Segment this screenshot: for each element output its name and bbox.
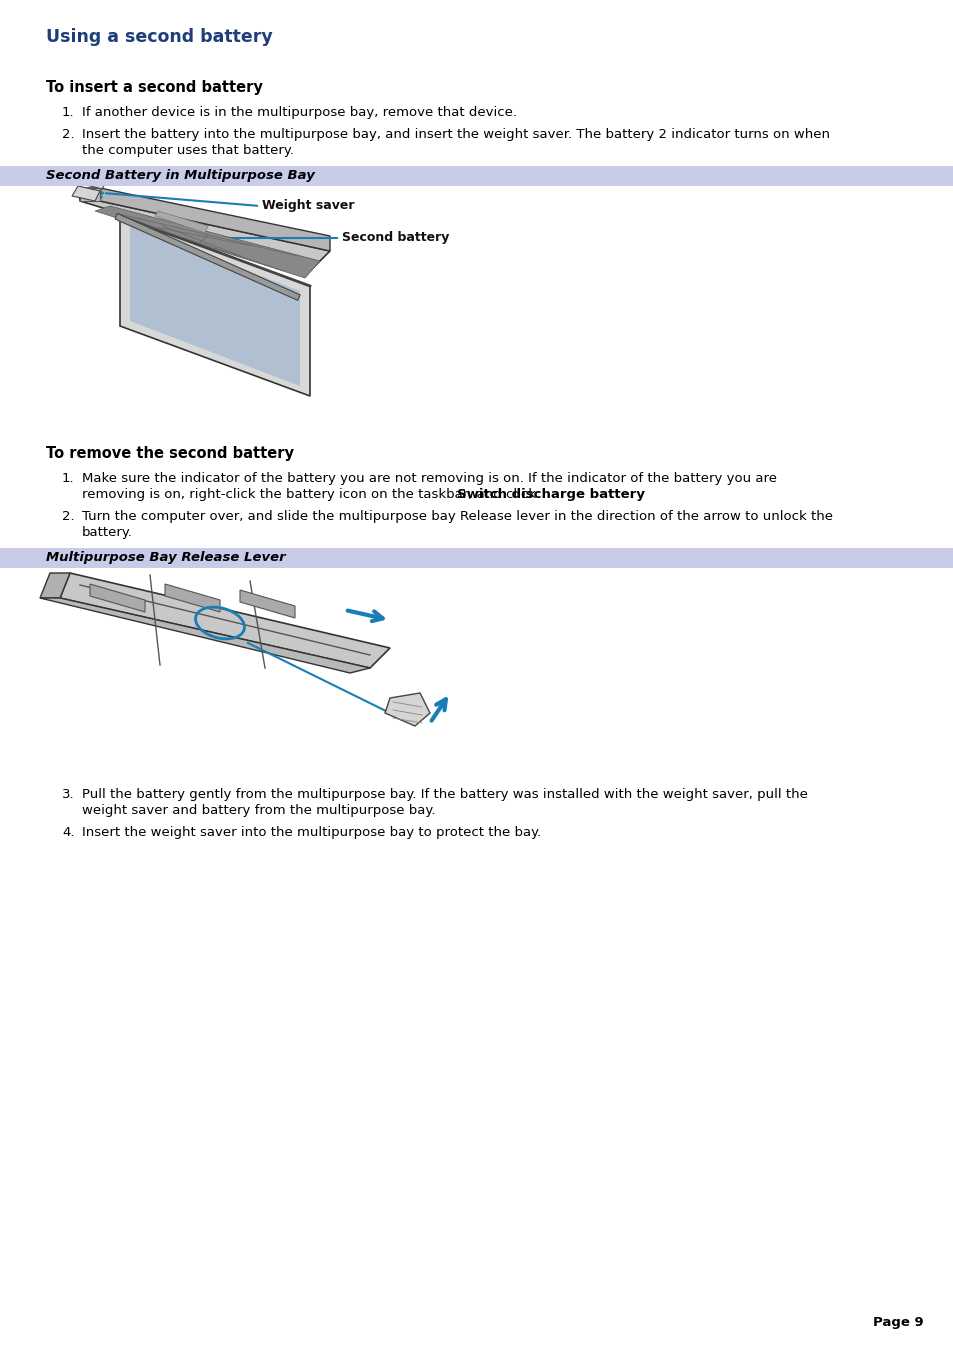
Polygon shape	[40, 598, 370, 673]
Text: Switch discharge battery: Switch discharge battery	[456, 488, 644, 501]
Text: Page 9: Page 9	[872, 1316, 923, 1329]
Text: 2.: 2.	[62, 509, 74, 523]
Text: 4.: 4.	[62, 825, 74, 839]
Polygon shape	[40, 573, 70, 598]
Text: Using a second battery: Using a second battery	[46, 28, 273, 46]
Text: battery.: battery.	[82, 526, 132, 539]
Polygon shape	[90, 584, 145, 612]
Text: Multipurpose Bay Release Lever: Multipurpose Bay Release Lever	[46, 551, 285, 565]
Text: To insert a second battery: To insert a second battery	[46, 80, 263, 95]
Text: Second Battery in Multipurpose Bay: Second Battery in Multipurpose Bay	[46, 169, 314, 182]
Text: Make sure the indicator of the battery you are not removing is on. If the indica: Make sure the indicator of the battery y…	[82, 471, 776, 485]
Text: the computer uses that battery.: the computer uses that battery.	[82, 145, 294, 157]
Polygon shape	[165, 584, 220, 612]
Text: 2.: 2.	[62, 128, 74, 141]
Text: 3.: 3.	[62, 788, 74, 801]
Text: Insert the battery into the multipurpose bay, and insert the weight saver. The b: Insert the battery into the multipurpose…	[82, 128, 829, 141]
Polygon shape	[385, 693, 430, 725]
Text: weight saver and battery from the multipurpose bay.: weight saver and battery from the multip…	[82, 804, 435, 817]
Polygon shape	[95, 205, 319, 278]
Polygon shape	[120, 216, 310, 396]
Text: If another device is in the multipurpose bay, remove that device.: If another device is in the multipurpose…	[82, 105, 517, 119]
Polygon shape	[80, 188, 100, 201]
Text: Turn the computer over, and slide the multipurpose bay Release lever in the dire: Turn the computer over, and slide the mu…	[82, 509, 832, 523]
Text: 1.: 1.	[62, 471, 74, 485]
Polygon shape	[80, 201, 330, 272]
Polygon shape	[130, 226, 299, 386]
Polygon shape	[78, 176, 107, 189]
Text: Insert the weight saver into the multipurpose bay to protect the bay.: Insert the weight saver into the multipu…	[82, 825, 540, 839]
Text: To remove the second battery: To remove the second battery	[46, 446, 294, 461]
Polygon shape	[60, 573, 390, 667]
Polygon shape	[71, 186, 100, 201]
Bar	[0, 549, 953, 567]
Bar	[115, 213, 300, 300]
Text: 1.: 1.	[62, 105, 74, 119]
Bar	[0, 166, 953, 186]
Polygon shape	[154, 211, 208, 232]
Text: removing is on, right-click the battery icon on the taskbar, and click: removing is on, right-click the battery …	[82, 488, 539, 501]
Polygon shape	[240, 590, 294, 617]
Text: Weight saver: Weight saver	[262, 200, 355, 212]
Polygon shape	[78, 188, 330, 251]
Text: Second battery: Second battery	[341, 231, 449, 245]
Text: .: .	[590, 488, 594, 501]
Text: Pull the battery gently from the multipurpose bay. If the battery was installed : Pull the battery gently from the multipu…	[82, 788, 807, 801]
